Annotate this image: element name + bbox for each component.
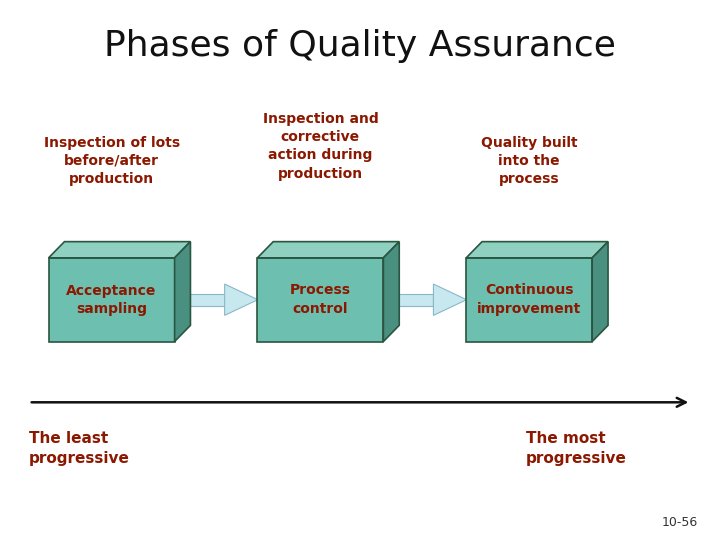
Polygon shape bbox=[225, 284, 258, 315]
Text: Process
control: Process control bbox=[290, 284, 351, 316]
Text: Quality built
into the
process: Quality built into the process bbox=[481, 136, 577, 186]
Text: 10-56: 10-56 bbox=[662, 516, 698, 529]
Text: Inspection and
corrective
action during
production: Inspection and corrective action during … bbox=[263, 112, 378, 181]
Text: Acceptance
sampling: Acceptance sampling bbox=[66, 284, 157, 316]
Polygon shape bbox=[593, 241, 608, 342]
Polygon shape bbox=[258, 258, 383, 342]
Polygon shape bbox=[174, 241, 190, 342]
Polygon shape bbox=[384, 294, 433, 306]
Polygon shape bbox=[467, 258, 593, 342]
Text: The most
progressive: The most progressive bbox=[526, 431, 626, 465]
Polygon shape bbox=[49, 241, 190, 258]
Text: Continuous
improvement: Continuous improvement bbox=[477, 284, 581, 316]
Polygon shape bbox=[175, 294, 225, 306]
Polygon shape bbox=[433, 284, 467, 315]
Text: Inspection of lots
before/after
production: Inspection of lots before/after producti… bbox=[43, 136, 180, 186]
Text: Phases of Quality Assurance: Phases of Quality Assurance bbox=[104, 29, 616, 63]
Polygon shape bbox=[258, 241, 399, 258]
Polygon shape bbox=[467, 241, 608, 258]
Polygon shape bbox=[383, 241, 399, 342]
Text: The least
progressive: The least progressive bbox=[29, 431, 130, 465]
Polygon shape bbox=[49, 258, 174, 342]
